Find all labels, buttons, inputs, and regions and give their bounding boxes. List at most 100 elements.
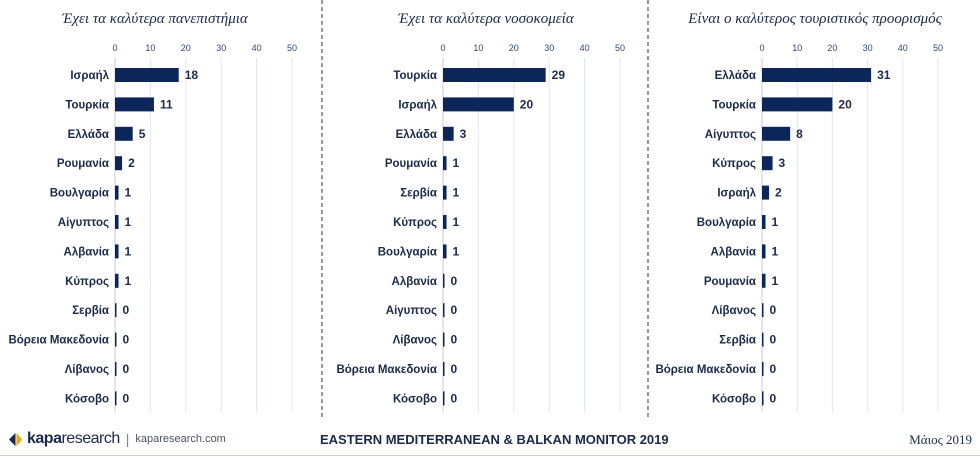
- chart-3-category-label: Αλβανία: [711, 246, 756, 258]
- chart-2-bar: [443, 156, 447, 171]
- chart-3-tick-label: 10: [792, 43, 802, 53]
- chart-2-value-label: 0: [451, 362, 458, 376]
- chart-3-category-label: Ρουμανία: [704, 276, 756, 288]
- chart-1-value-label: 11: [160, 97, 173, 111]
- chart-1-category-label: Ελλάδα: [68, 129, 109, 141]
- chart-3-category-label: Κύπρος: [712, 158, 756, 170]
- chart-3-bar: [762, 215, 766, 229]
- chart-3-bar: [762, 244, 766, 259]
- footer-divider: [0, 455, 980, 456]
- chart-2-bar: [443, 97, 514, 112]
- chart-3-tick-label: 20: [827, 43, 837, 53]
- chart-1-category-label: Ρουμανία: [57, 158, 109, 170]
- brand-name-kapa: kapa: [27, 430, 62, 447]
- chart-2-value-label: 1: [453, 215, 460, 229]
- chart-3-category-label: Αίγυπτος: [705, 129, 756, 141]
- chart-2-tick-label: 20: [509, 43, 519, 53]
- chart-2-tick-label: 10: [473, 43, 483, 53]
- chart-3-value-label: 20: [838, 97, 852, 111]
- chart-3-bar: [762, 126, 791, 141]
- chart-3-bar: [762, 391, 764, 406]
- chart-2-bar: [443, 332, 445, 347]
- chart-1-tick-label: 30: [216, 43, 226, 53]
- chart-2-value-label: 0: [451, 333, 458, 347]
- report-title: EASTERN MEDITERRANEAN & BALKAN MONITOR 2…: [320, 432, 669, 447]
- chart-1-bar: [115, 97, 154, 112]
- chart-2-bar: [443, 391, 445, 406]
- chart-3-category-label: Ελλάδα: [715, 70, 756, 82]
- chart-1-category-label: Αίγυπτος: [58, 217, 109, 229]
- chart-3-bar: [762, 156, 773, 171]
- chart-3-category-label: Λίβανος: [712, 305, 756, 317]
- brand-divider: |: [125, 431, 130, 447]
- chart-2-category-label: Κόσοβο: [393, 393, 437, 405]
- chart-1-bar: [115, 244, 119, 259]
- chart-1-value-label: 1: [125, 215, 132, 229]
- chart-3-value-label: 1: [772, 244, 779, 258]
- chart-1-category-label: Βόρεια Μακεδονία: [8, 335, 109, 347]
- chart-2-category-label: Τουρκία: [393, 70, 437, 82]
- brand-name-research: research: [61, 430, 120, 447]
- chart-1-tick-label: 10: [145, 43, 155, 53]
- chart-1-bar: [115, 185, 119, 200]
- chart-2-tick-label: 0: [440, 43, 445, 53]
- chart-3-bar: [762, 273, 766, 288]
- chart-3-bar: [762, 303, 764, 318]
- chart-1-tick-label: 50: [287, 43, 297, 53]
- chart-2-bar: [443, 362, 445, 376]
- chart-2-value-label: 29: [552, 68, 566, 82]
- chart-3-value-label: 0: [770, 391, 777, 405]
- chart-1-bar: [115, 303, 117, 318]
- chart-2-category-label: Λίβανος: [393, 335, 437, 347]
- chart-3-value-label: 3: [779, 156, 786, 170]
- chart-2-category-label: Ρουμανία: [385, 158, 437, 170]
- chart-2-bar: [443, 68, 546, 82]
- chart-1-tick-label: 40: [252, 43, 262, 53]
- chart-1-category-label: Λίβανος: [65, 364, 109, 376]
- chart-2-tick-label: 50: [615, 43, 625, 53]
- chart-2-category-label: Ισραήλ: [398, 99, 437, 111]
- chart-2-category-label: Αίγυπτος: [386, 305, 437, 317]
- chart-1-bar: [115, 126, 133, 141]
- chart-1-title: Έχει τα καλύτερα πανεπιστήμια: [61, 11, 249, 27]
- chart-1-bar: [115, 273, 119, 288]
- chart-2-bar: [443, 215, 447, 229]
- chart-2-category-label: Αλβανία: [392, 276, 437, 288]
- chart-3-value-label: 2: [775, 186, 782, 200]
- chart-1-category-label: Ισραήλ: [70, 70, 109, 82]
- chart-1-category-label: Κύπρος: [65, 276, 109, 288]
- chart-1-category-label: Κόσοβο: [65, 393, 109, 405]
- chart-1-category-label: Σερβία: [72, 305, 109, 317]
- chart-2-tick-label: 30: [544, 43, 554, 53]
- chart-1-value-label: 1: [125, 274, 132, 288]
- chart-3-title: Είναι ο καλύτερος τουριστικός προορισμός: [687, 11, 942, 27]
- chart-1-bar: [115, 391, 117, 406]
- chart-3-category-label: Σερβία: [719, 335, 756, 347]
- chart-3-tick-label: 30: [863, 43, 873, 53]
- chart-3-bar: [762, 332, 764, 347]
- chart-3-bar: [762, 185, 770, 200]
- chart-2-tick-label: 40: [580, 43, 590, 53]
- chart-3-tick-label: 0: [759, 43, 764, 53]
- chart-3-value-label: 0: [770, 333, 777, 347]
- chart-3-value-label: 31: [877, 68, 891, 82]
- chart-1-bar: [115, 156, 123, 171]
- brand-logo: kapa research | kaparesearch.com: [8, 430, 226, 448]
- chart-2-category-label: Βουλγαρία: [378, 246, 437, 258]
- chart-2-category-label: Ελλάδα: [396, 129, 437, 141]
- chart-3-category-label: Τουρκία: [712, 99, 756, 111]
- chart-3-value-label: 0: [770, 303, 777, 317]
- chart-2-value-label: 20: [520, 97, 534, 111]
- chart-1-value-label: 0: [123, 303, 130, 317]
- chart-1-value-label: 1: [125, 186, 132, 200]
- chart-3-category-label: Κόσοβο: [712, 393, 756, 405]
- chart-2-bar: [443, 185, 447, 200]
- chart-2-bar: [443, 273, 445, 288]
- chart-1-value-label: 2: [128, 156, 135, 170]
- chart-1-category-label: Βουλγαρία: [50, 188, 109, 200]
- chart-2-category-label: Σερβία: [400, 188, 437, 200]
- chart-2-value-label: 1: [453, 186, 460, 200]
- chart-1-tick-label: 20: [181, 43, 191, 53]
- website-link[interactable]: kaparesearch.com: [135, 433, 226, 445]
- chart-1-value-label: 0: [123, 362, 130, 376]
